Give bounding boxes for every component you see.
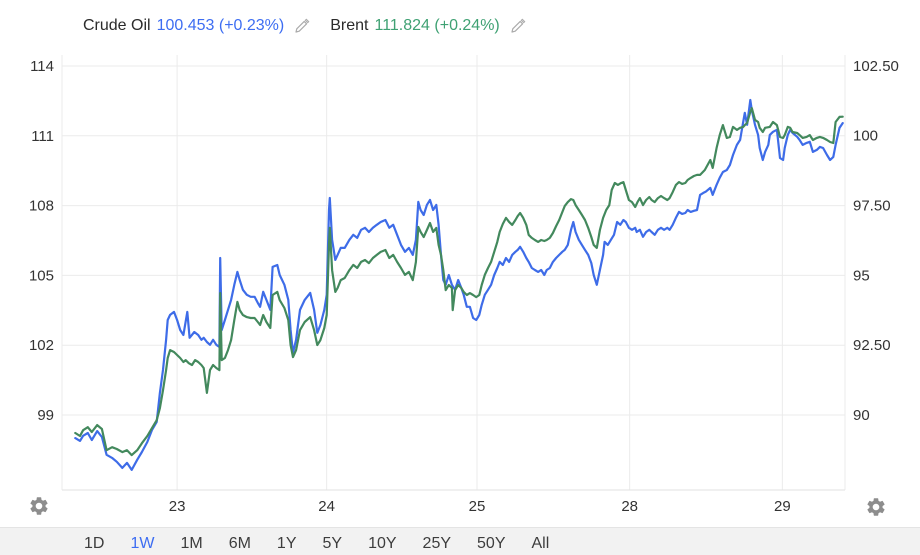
series-brent-value: 111.824 (+0.24%) — [374, 17, 500, 34]
range-button-10y[interactable]: 10Y — [368, 535, 397, 552]
left-axis-tick-label: 114 — [30, 58, 54, 75]
series-crude-oil-label: Crude Oil — [83, 17, 151, 34]
x-axis-tick-label: 29 — [774, 498, 791, 515]
crude-oil-line[interactable] — [74, 98, 844, 471]
range-button-all[interactable]: All — [531, 535, 550, 552]
left-axis-tick-label: 99 — [37, 407, 54, 424]
right-axis-tick-label: 92.50 — [853, 337, 891, 354]
right-axis-tick-label: 90 — [853, 407, 870, 424]
x-axis-tick-label: 28 — [621, 498, 638, 515]
left-axis-tick-label: 108 — [29, 198, 54, 215]
right-axis-tick-label: 97.50 — [853, 197, 891, 214]
range-button-5y[interactable]: 5Y — [322, 535, 343, 552]
x-axis-tick-label: 25 — [469, 498, 486, 515]
edit-pencil-icon[interactable] — [509, 18, 526, 35]
range-button-1d[interactable]: 1D — [84, 535, 105, 552]
brent-line[interactable] — [74, 106, 844, 457]
range-button-1m[interactable]: 1M — [180, 535, 203, 552]
left-axis-tick-label: 102 — [29, 337, 54, 354]
range-button-1y[interactable]: 1Y — [276, 535, 297, 552]
chart-legend: Crude Oil 100.453 (+0.23%) Brent 111.824… — [83, 15, 546, 37]
range-button-6m[interactable]: 6M — [228, 535, 251, 552]
series-brent-label: Brent — [330, 17, 369, 34]
edit-pencil-icon[interactable] — [293, 18, 310, 35]
right-axis-tick-label: 102.50 — [853, 58, 899, 75]
price-chart[interactable]: 99 90 102 92.50 105 95 108 97.50 111 100 114 102.50… — [0, 0, 920, 527]
range-button-1w[interactable]: 1W — [130, 535, 155, 552]
range-button-25y[interactable]: 25Y — [422, 535, 452, 552]
series-crude-oil-value: 100.453 (+0.23%) — [156, 17, 285, 34]
left-axis-tick-label: 105 — [29, 267, 54, 284]
settings-gear-icon[interactable] — [865, 496, 887, 518]
x-axis-tick-label: 24 — [318, 498, 335, 515]
settings-gear-icon[interactable] — [28, 495, 50, 517]
left-axis-tick-label: 111 — [31, 128, 54, 145]
range-button-50y[interactable]: 50Y — [477, 535, 506, 552]
right-axis-tick-label: 100 — [853, 128, 878, 145]
right-axis-tick-label: 95 — [853, 267, 870, 284]
time-range-toolbar: 1D 1W 1M 6M 1Y 5Y 10Y 25Y 50Y All — [0, 527, 920, 555]
x-axis-tick-label: 23 — [169, 498, 186, 515]
